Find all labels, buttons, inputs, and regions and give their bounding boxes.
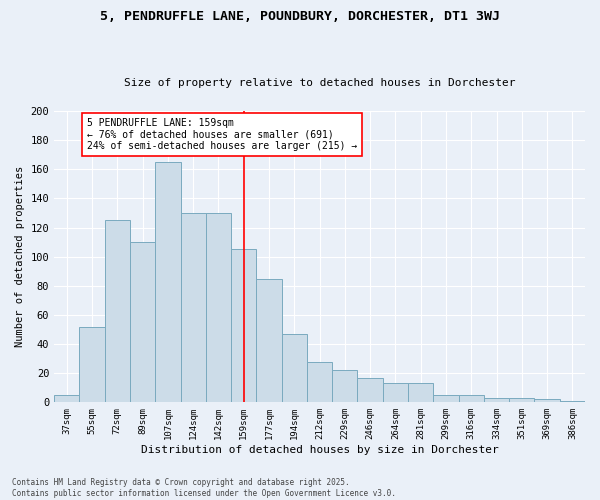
Bar: [206, 213, 231, 402]
Bar: [105, 220, 130, 402]
Text: 5 PENDRUFFLE LANE: 159sqm
← 76% of detached houses are smaller (691)
24% of semi: 5 PENDRUFFLE LANE: 159sqm ← 76% of detac…: [87, 118, 357, 152]
X-axis label: Distribution of detached houses by size in Dorchester: Distribution of detached houses by size …: [141, 445, 499, 455]
Bar: [535, 400, 560, 402]
Bar: [433, 395, 458, 402]
Bar: [408, 384, 433, 402]
Text: Contains HM Land Registry data © Crown copyright and database right 2025.
Contai: Contains HM Land Registry data © Crown c…: [12, 478, 396, 498]
Bar: [256, 278, 281, 402]
Bar: [155, 162, 181, 402]
Bar: [307, 362, 332, 403]
Y-axis label: Number of detached properties: Number of detached properties: [15, 166, 25, 348]
Bar: [458, 395, 484, 402]
Bar: [281, 334, 307, 402]
Text: 5, PENDRUFFLE LANE, POUNDBURY, DORCHESTER, DT1 3WJ: 5, PENDRUFFLE LANE, POUNDBURY, DORCHESTE…: [100, 10, 500, 23]
Bar: [358, 378, 383, 402]
Bar: [130, 242, 155, 402]
Bar: [484, 398, 509, 402]
Bar: [509, 398, 535, 402]
Bar: [383, 384, 408, 402]
Bar: [231, 250, 256, 402]
Bar: [79, 326, 105, 402]
Bar: [560, 401, 585, 402]
Bar: [54, 395, 79, 402]
Bar: [181, 213, 206, 402]
Title: Size of property relative to detached houses in Dorchester: Size of property relative to detached ho…: [124, 78, 515, 88]
Bar: [332, 370, 358, 402]
